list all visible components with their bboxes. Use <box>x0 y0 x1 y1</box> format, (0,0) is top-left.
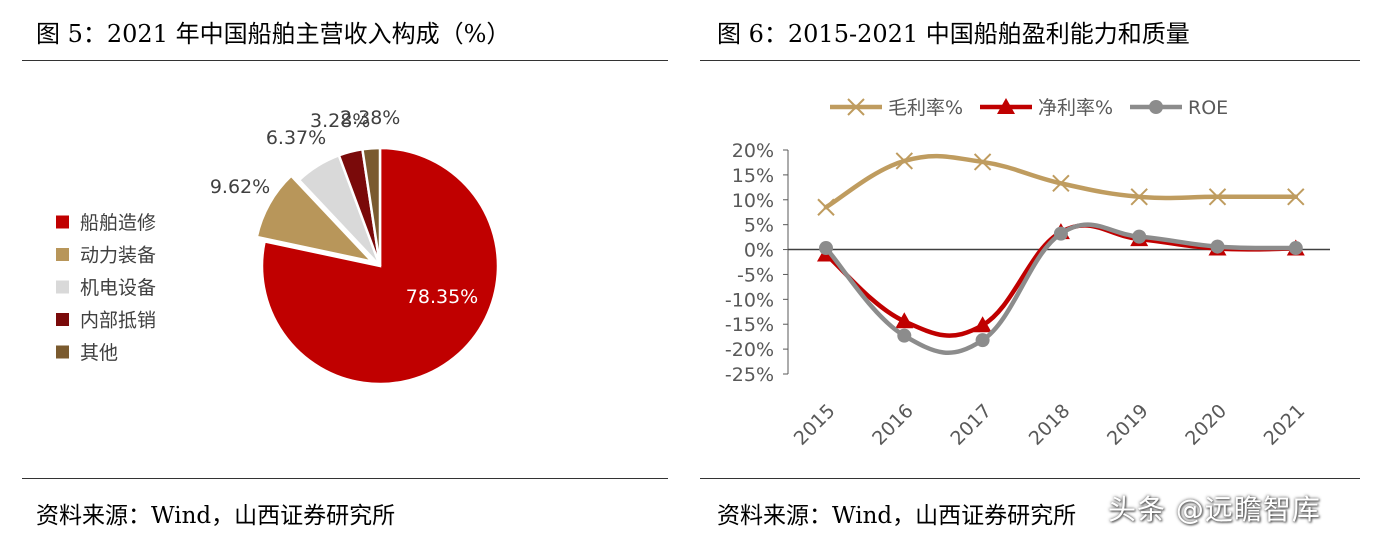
x-tick-label: 2016 <box>868 400 918 450</box>
legend-label: 其他 <box>80 342 118 364</box>
pie-slice <box>260 146 500 386</box>
legend-label: 动力装备 <box>80 245 156 267</box>
x-tick-label: 2018 <box>1025 400 1075 450</box>
gross-margin-point <box>1287 188 1305 206</box>
line-source-rule <box>700 478 1360 479</box>
roe-point <box>975 333 990 348</box>
legend-label: 净利率% <box>1038 97 1113 119</box>
gross-margin-point <box>817 198 835 216</box>
pie-data-label: 3.28% <box>310 110 370 132</box>
gross-margin-point <box>895 152 914 170</box>
roe-point <box>897 328 912 343</box>
watermark: 头条 @远瞻智库 <box>1108 493 1321 526</box>
pie-data-label: 9.62% <box>210 176 270 198</box>
legend-marker <box>847 98 865 116</box>
x-tick-label: 2017 <box>946 400 996 450</box>
line-title-rule <box>700 60 1360 61</box>
gross-margin-point <box>1130 188 1148 206</box>
legend-label: 内部抵销 <box>80 310 156 332</box>
pie-slice <box>255 173 376 264</box>
line-source-note: 资料来源：Wind，山西证券研究所 <box>717 503 1077 529</box>
pie-data-label: 6.37% <box>266 127 326 149</box>
pie-chart: 78.35% 9.62% 6.37%3.28%2.38% 船舶造修动力装备机电设备内部… <box>56 107 500 386</box>
legend-label: 毛利率% <box>888 97 963 119</box>
x-tick-label: 2019 <box>1103 400 1153 450</box>
y-tick-label: -20% <box>725 339 774 361</box>
gross-margin-point <box>1208 188 1227 206</box>
roe-point <box>1053 226 1068 241</box>
legend-label: 船舶造修 <box>80 212 156 234</box>
y-tick-label: -5% <box>737 264 774 286</box>
legend-swatch <box>56 248 69 261</box>
pie-source-rule <box>22 478 668 479</box>
x-tick-label: 2021 <box>1260 400 1310 450</box>
roe-point <box>1132 229 1147 244</box>
legend-marker <box>1149 100 1163 114</box>
y-tick-label: 15% <box>732 165 774 187</box>
roe-point <box>1210 239 1225 254</box>
y-tick-label: 20% <box>732 140 774 162</box>
y-tick-label: -10% <box>725 289 774 311</box>
y-tick-label: -25% <box>725 364 774 386</box>
net-margin-point <box>973 316 992 333</box>
legend-swatch <box>56 215 69 229</box>
roe-point <box>819 241 833 256</box>
x-tick-label: 2015 <box>790 400 840 450</box>
line-chart: 20% 15% 10% 5% 0%-5% -10% -15% -20% -25% 2015 2016… <box>725 97 1330 450</box>
legend-label: 机电设备 <box>80 277 156 299</box>
pie-data-label: 2.38% <box>340 107 400 129</box>
x-tick-label: 2020 <box>1181 400 1231 450</box>
roe-line <box>823 222 1299 355</box>
y-tick-label: 5% <box>744 215 774 237</box>
gross-margin-line <box>823 153 1299 210</box>
pie-chart-panel: 图 5：2021 年中国船舶主营收入构成（%） 78.35% 9.62% 6.37%… <box>22 20 668 529</box>
legend-marker <box>997 98 1015 114</box>
pie-data-label: 78.35% <box>406 286 478 308</box>
legend-swatch <box>56 313 69 326</box>
y-tick-label: 0% <box>744 240 774 262</box>
pie-slice <box>360 146 382 267</box>
legend-swatch <box>56 345 69 359</box>
pie-source-note: 资料来源：Wind，山西证券研究所 <box>36 503 396 529</box>
roe-point <box>1288 241 1303 256</box>
gross-margin-point <box>1052 174 1070 193</box>
gross-margin-point <box>973 153 992 171</box>
y-tick-label: -15% <box>725 314 774 336</box>
net-margin-line <box>823 223 1299 338</box>
legend-label: ROE <box>1188 97 1228 119</box>
pie-chart-title: 图 5：2021 年中国船舶主营收入构成（%） <box>36 20 511 48</box>
line-chart-panel: 图 6：2015-2021 中国船舶盈利能力和质量 20% 15% 10% 5% 0% -… <box>690 0 1379 543</box>
net-margin-point <box>895 312 914 329</box>
legend-swatch <box>56 280 69 294</box>
pie-title-rule <box>22 60 668 61</box>
y-tick-label: 10% <box>732 190 774 212</box>
line-chart-title: 图 6：2015-2021 中国船舶盈利能力和质量 <box>717 20 1190 48</box>
